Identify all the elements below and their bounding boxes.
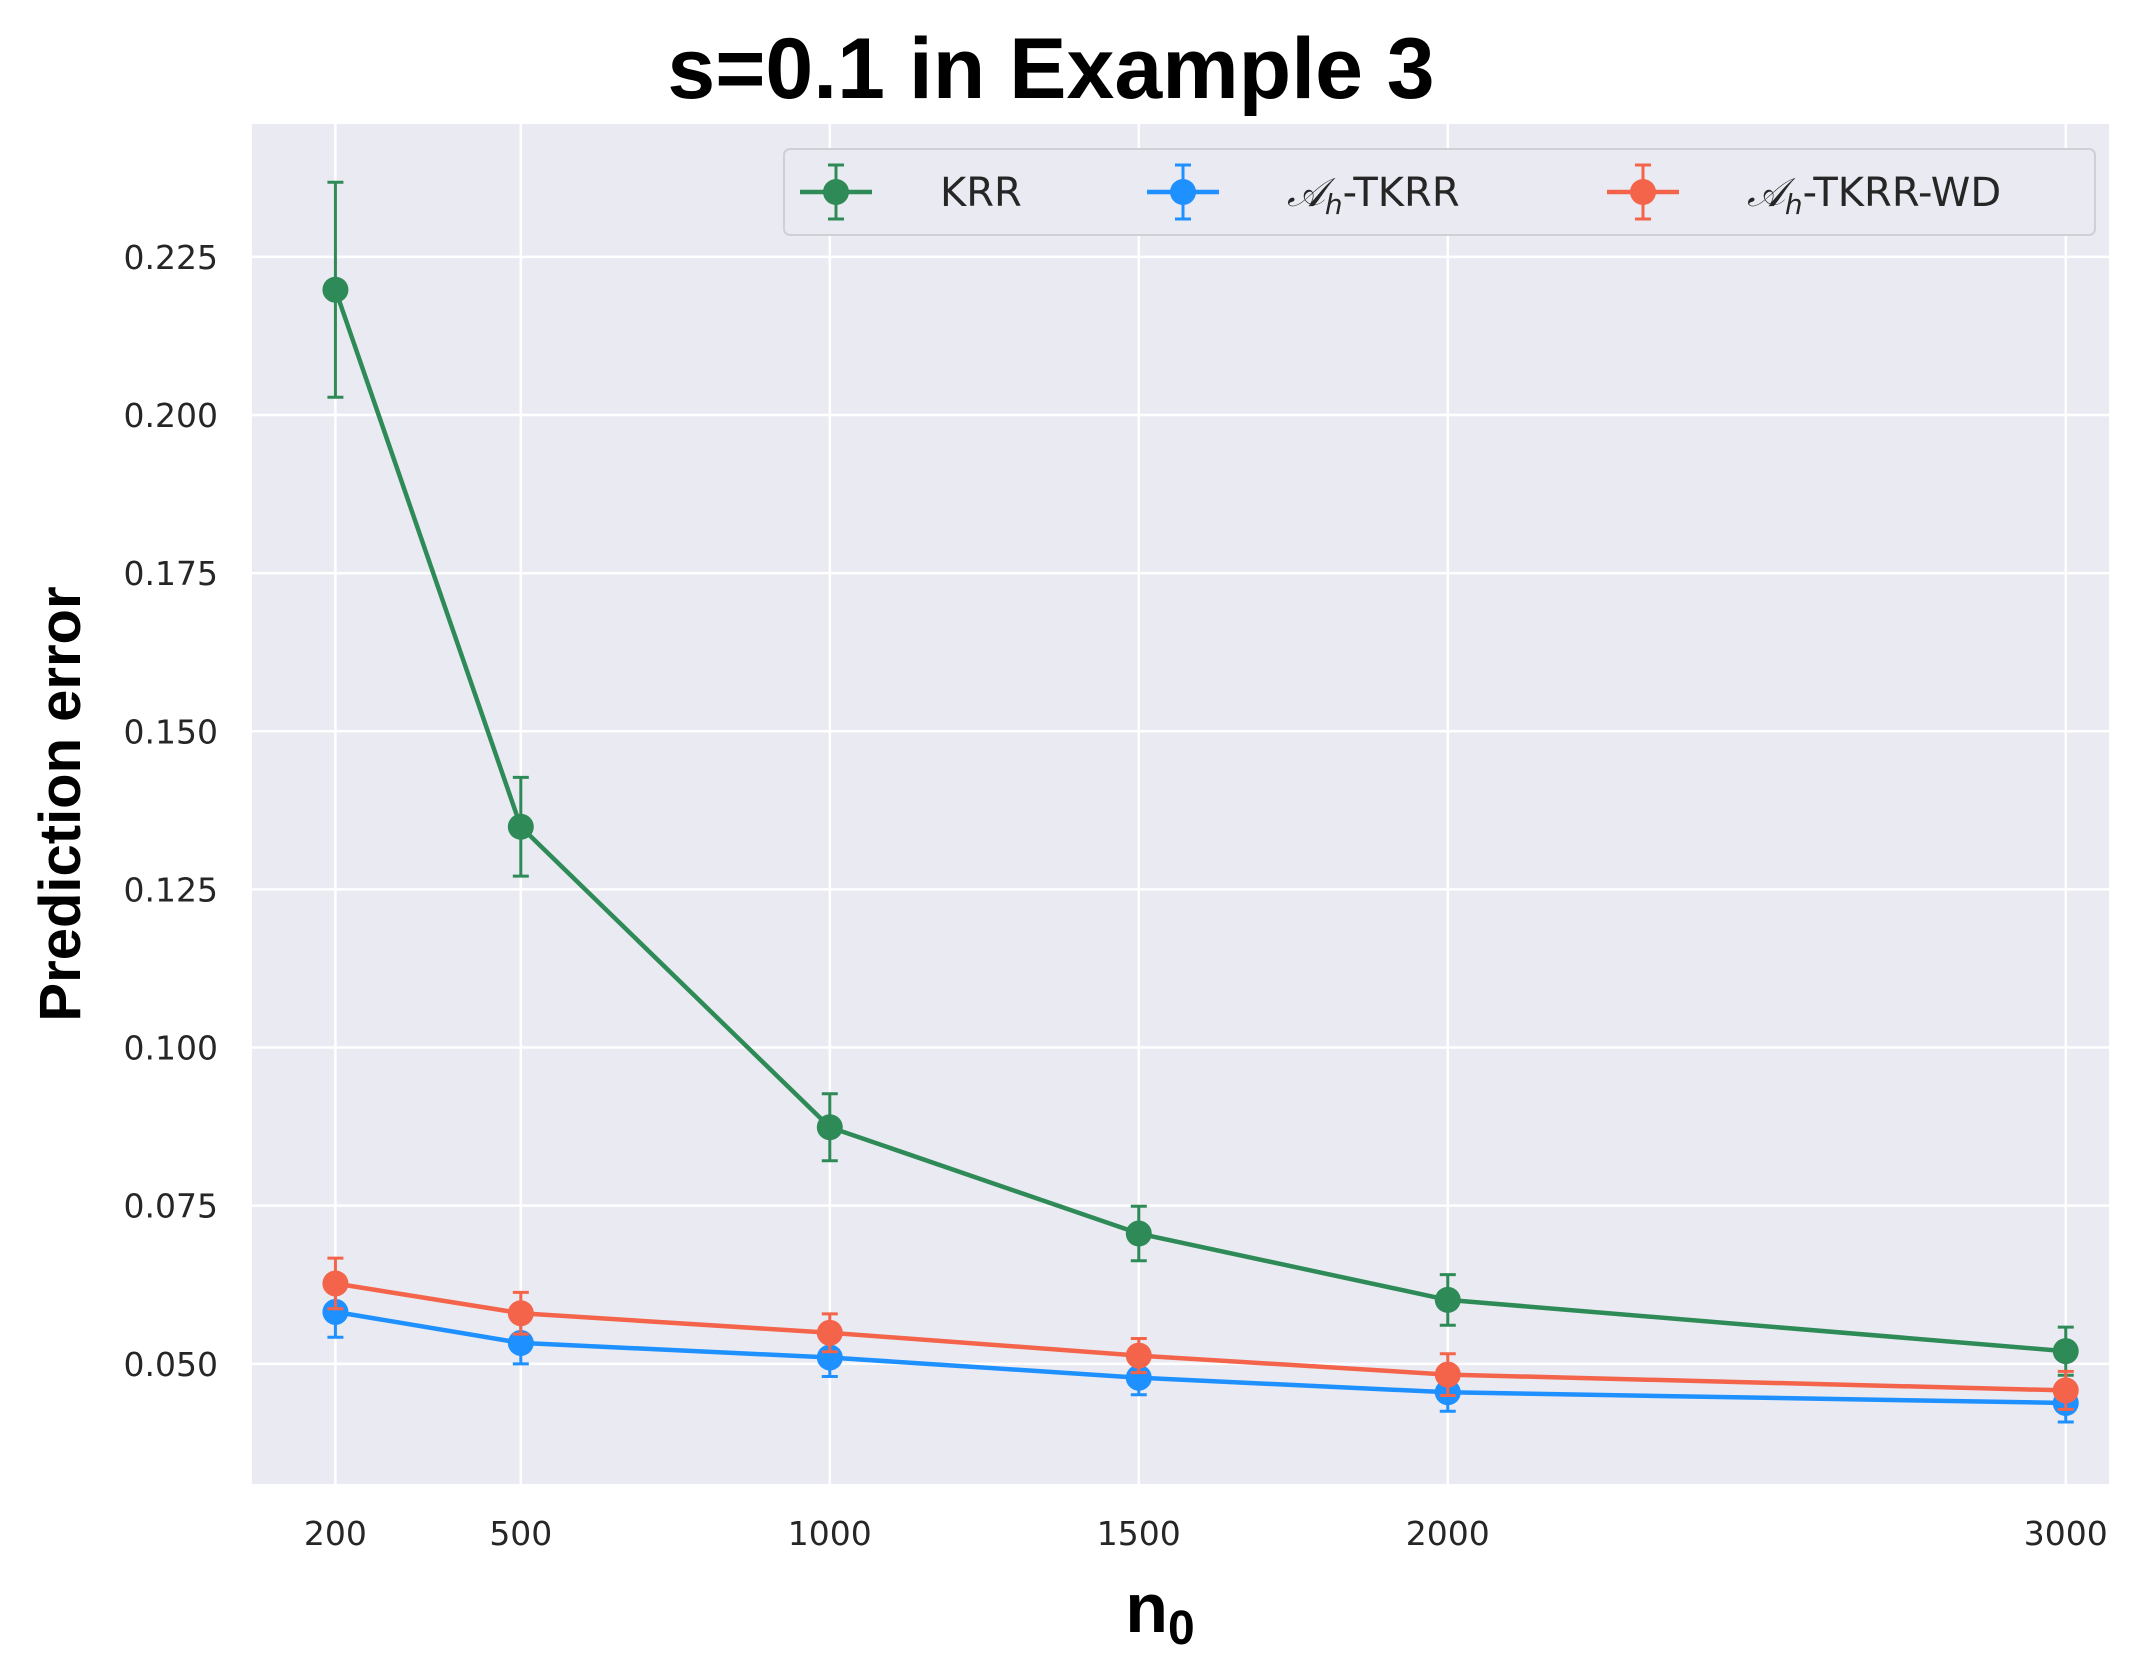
legend-entry-0: KRR bbox=[800, 163, 1022, 221]
x-tick-label-4: 2000 bbox=[1406, 1514, 1490, 1553]
data-point-2-3 bbox=[1125, 1342, 1152, 1369]
x-axis-label-subscript: 0 bbox=[1168, 1602, 1195, 1655]
data-point-2-4 bbox=[1434, 1361, 1461, 1388]
data-point-1-1 bbox=[507, 1329, 534, 1356]
legend-entry-1: 𝒜h-TKRR bbox=[1147, 163, 1460, 221]
y-tick-label-7: 0.225 bbox=[124, 238, 218, 277]
x-tick-label-1: 500 bbox=[489, 1514, 552, 1553]
data-point-0-2 bbox=[816, 1114, 843, 1141]
grid bbox=[252, 124, 2109, 1484]
data-point-2-0 bbox=[322, 1270, 349, 1297]
series-line-2 bbox=[335, 1281, 2066, 1393]
series-0 bbox=[322, 180, 2079, 1377]
y-tick-label-6: 0.200 bbox=[124, 396, 218, 435]
legend-label-text-0: KRR bbox=[940, 170, 1022, 216]
x-axis-label-main: n bbox=[1125, 1569, 1168, 1647]
data-point-2-5 bbox=[2052, 1377, 2079, 1404]
legend-label-text-2: -TKRR-WD bbox=[1803, 170, 2002, 216]
series-2 bbox=[322, 1256, 2079, 1411]
series-line-0 bbox=[333, 288, 2066, 1354]
data-point-0-0 bbox=[322, 276, 349, 303]
y-tick-label-2: 0.100 bbox=[124, 1029, 218, 1068]
data-point-0-4 bbox=[1434, 1286, 1461, 1313]
legend-label-sub-1: h bbox=[1325, 188, 1343, 221]
x-tick-labels: 200 500 1000 1500 2000 3000 bbox=[304, 1514, 2108, 1553]
plot-background bbox=[252, 124, 2109, 1484]
legend-label-text-1: -TKRR bbox=[1343, 170, 1460, 216]
chart-title: s=0.1 in Example 3 bbox=[667, 21, 1434, 117]
data-point-2-2 bbox=[816, 1319, 843, 1346]
y-axis-label: Prediction error bbox=[28, 586, 93, 1021]
series-layer bbox=[322, 180, 2079, 1424]
x-tick-label-0: 200 bbox=[304, 1514, 367, 1553]
legend-label-0: KRR bbox=[940, 170, 1022, 216]
x-tick-label-3: 1500 bbox=[1097, 1514, 1181, 1553]
data-point-0-3 bbox=[1125, 1220, 1152, 1247]
legend-box bbox=[783, 148, 2096, 236]
data-point-2-1 bbox=[507, 1300, 534, 1327]
x-tick-label-2: 1000 bbox=[788, 1514, 872, 1553]
legend: KRR 𝒜h-TKRR 𝒜h-TKRR-WD bbox=[783, 148, 2096, 236]
y-tick-label-3: 0.125 bbox=[124, 870, 218, 909]
y-tick-labels: 0.050 0.075 0.100 0.125 0.150 0.175 0.200 0.225 bbox=[124, 238, 218, 1384]
x-tick-label-5: 3000 bbox=[2024, 1514, 2108, 1553]
data-point-1-0 bbox=[322, 1298, 349, 1325]
data-point-0-5 bbox=[2052, 1338, 2079, 1365]
y-tick-label-4: 0.150 bbox=[124, 712, 218, 751]
y-tick-label-5: 0.175 bbox=[124, 554, 218, 593]
series-line-1 bbox=[335, 1309, 2066, 1406]
y-tick-label-1: 0.075 bbox=[124, 1187, 218, 1226]
legend-swatch-marker-0 bbox=[823, 179, 849, 205]
x-axis-label: n0 bbox=[1125, 1569, 1194, 1655]
legend-label-1: 𝒜h-TKRR bbox=[1287, 170, 1460, 221]
legend-label-sub-2: h bbox=[1785, 188, 1803, 221]
data-point-0-1 bbox=[507, 813, 534, 840]
legend-swatch-marker-1 bbox=[1170, 179, 1196, 205]
legend-swatch-marker-2 bbox=[1630, 179, 1656, 205]
y-tick-label-0: 0.050 bbox=[124, 1345, 218, 1384]
